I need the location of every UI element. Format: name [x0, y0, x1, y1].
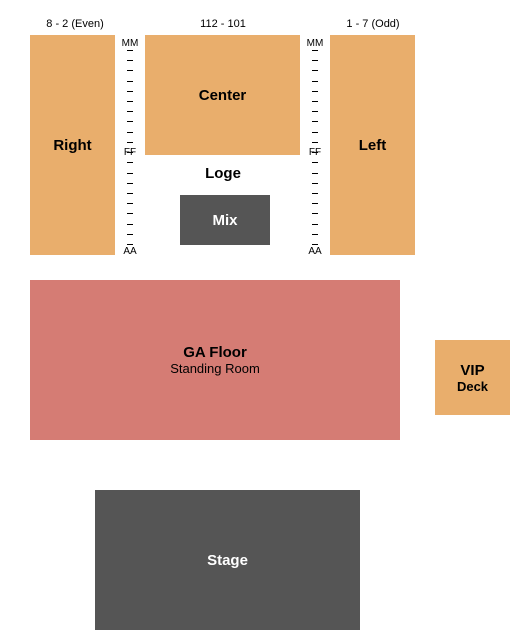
row-tick: [127, 101, 133, 102]
section-stage-label: Stage: [207, 552, 248, 569]
row-tick: [312, 152, 318, 153]
section-mix[interactable]: Mix: [180, 195, 270, 245]
row-tick: [127, 193, 133, 194]
row-tick: [312, 234, 318, 235]
section-left[interactable]: Left: [330, 35, 415, 255]
row-tick: [312, 121, 318, 122]
section-vip-label: VIP: [460, 362, 484, 379]
label-hdr_even: 8 - 2 (Even): [40, 18, 110, 30]
section-center[interactable]: Center: [145, 35, 300, 155]
row-tick: [312, 81, 318, 82]
row-tick: [127, 244, 133, 245]
row-tick: [312, 91, 318, 92]
row-tick: [127, 142, 133, 143]
row-tick: [312, 162, 318, 163]
row-tick: [127, 203, 133, 204]
section-vip-sublabel: Deck: [457, 379, 488, 394]
row-tick: [127, 50, 133, 51]
row-tick: [312, 60, 318, 61]
section-ga[interactable]: GA FloorStanding Room: [30, 280, 400, 440]
row-tick: [312, 224, 318, 225]
row-tick: [127, 81, 133, 82]
row-tick: [127, 111, 133, 112]
label-aa_r: AA: [305, 246, 325, 257]
row-tick: [312, 173, 318, 174]
row-tick: [312, 193, 318, 194]
row-tick: [312, 50, 318, 51]
row-tick: [127, 60, 133, 61]
row-tick: [127, 183, 133, 184]
row-tick: [127, 162, 133, 163]
section-left-label: Left: [359, 137, 387, 154]
row-tick: [312, 142, 318, 143]
row-tick: [312, 132, 318, 133]
label-hdr_odd: 1 - 7 (Odd): [338, 18, 408, 30]
row-tick: [312, 183, 318, 184]
label-mm_l: MM: [120, 38, 140, 49]
section-ga-sublabel: Standing Room: [170, 361, 260, 376]
row-tick: [127, 70, 133, 71]
row-tick: [127, 132, 133, 133]
row-tick: [312, 244, 318, 245]
row-tick: [127, 213, 133, 214]
label-loge: Loge: [198, 165, 248, 182]
row-tick: [312, 111, 318, 112]
section-stage[interactable]: Stage: [95, 490, 360, 630]
row-tick: [127, 224, 133, 225]
row-tick: [127, 91, 133, 92]
row-tick: [312, 101, 318, 102]
section-ga-label: GA Floor: [183, 344, 247, 361]
row-tick: [312, 70, 318, 71]
row-tick: [127, 152, 133, 153]
row-tick: [127, 121, 133, 122]
section-mix-label: Mix: [212, 212, 237, 229]
section-vip[interactable]: VIPDeck: [435, 340, 510, 415]
section-right-label: Right: [53, 137, 91, 154]
label-aa_l: AA: [120, 246, 140, 257]
row-tick: [312, 213, 318, 214]
row-tick: [127, 173, 133, 174]
label-mm_r: MM: [305, 38, 325, 49]
section-center-label: Center: [199, 87, 247, 104]
row-tick: [312, 203, 318, 204]
seating-chart: Right Center Left Mix GA FloorStanding Room V…: [0, 0, 525, 642]
section-right[interactable]: Right: [30, 35, 115, 255]
label-hdr_ctr: 112 - 101: [188, 18, 258, 30]
row-tick: [127, 234, 133, 235]
